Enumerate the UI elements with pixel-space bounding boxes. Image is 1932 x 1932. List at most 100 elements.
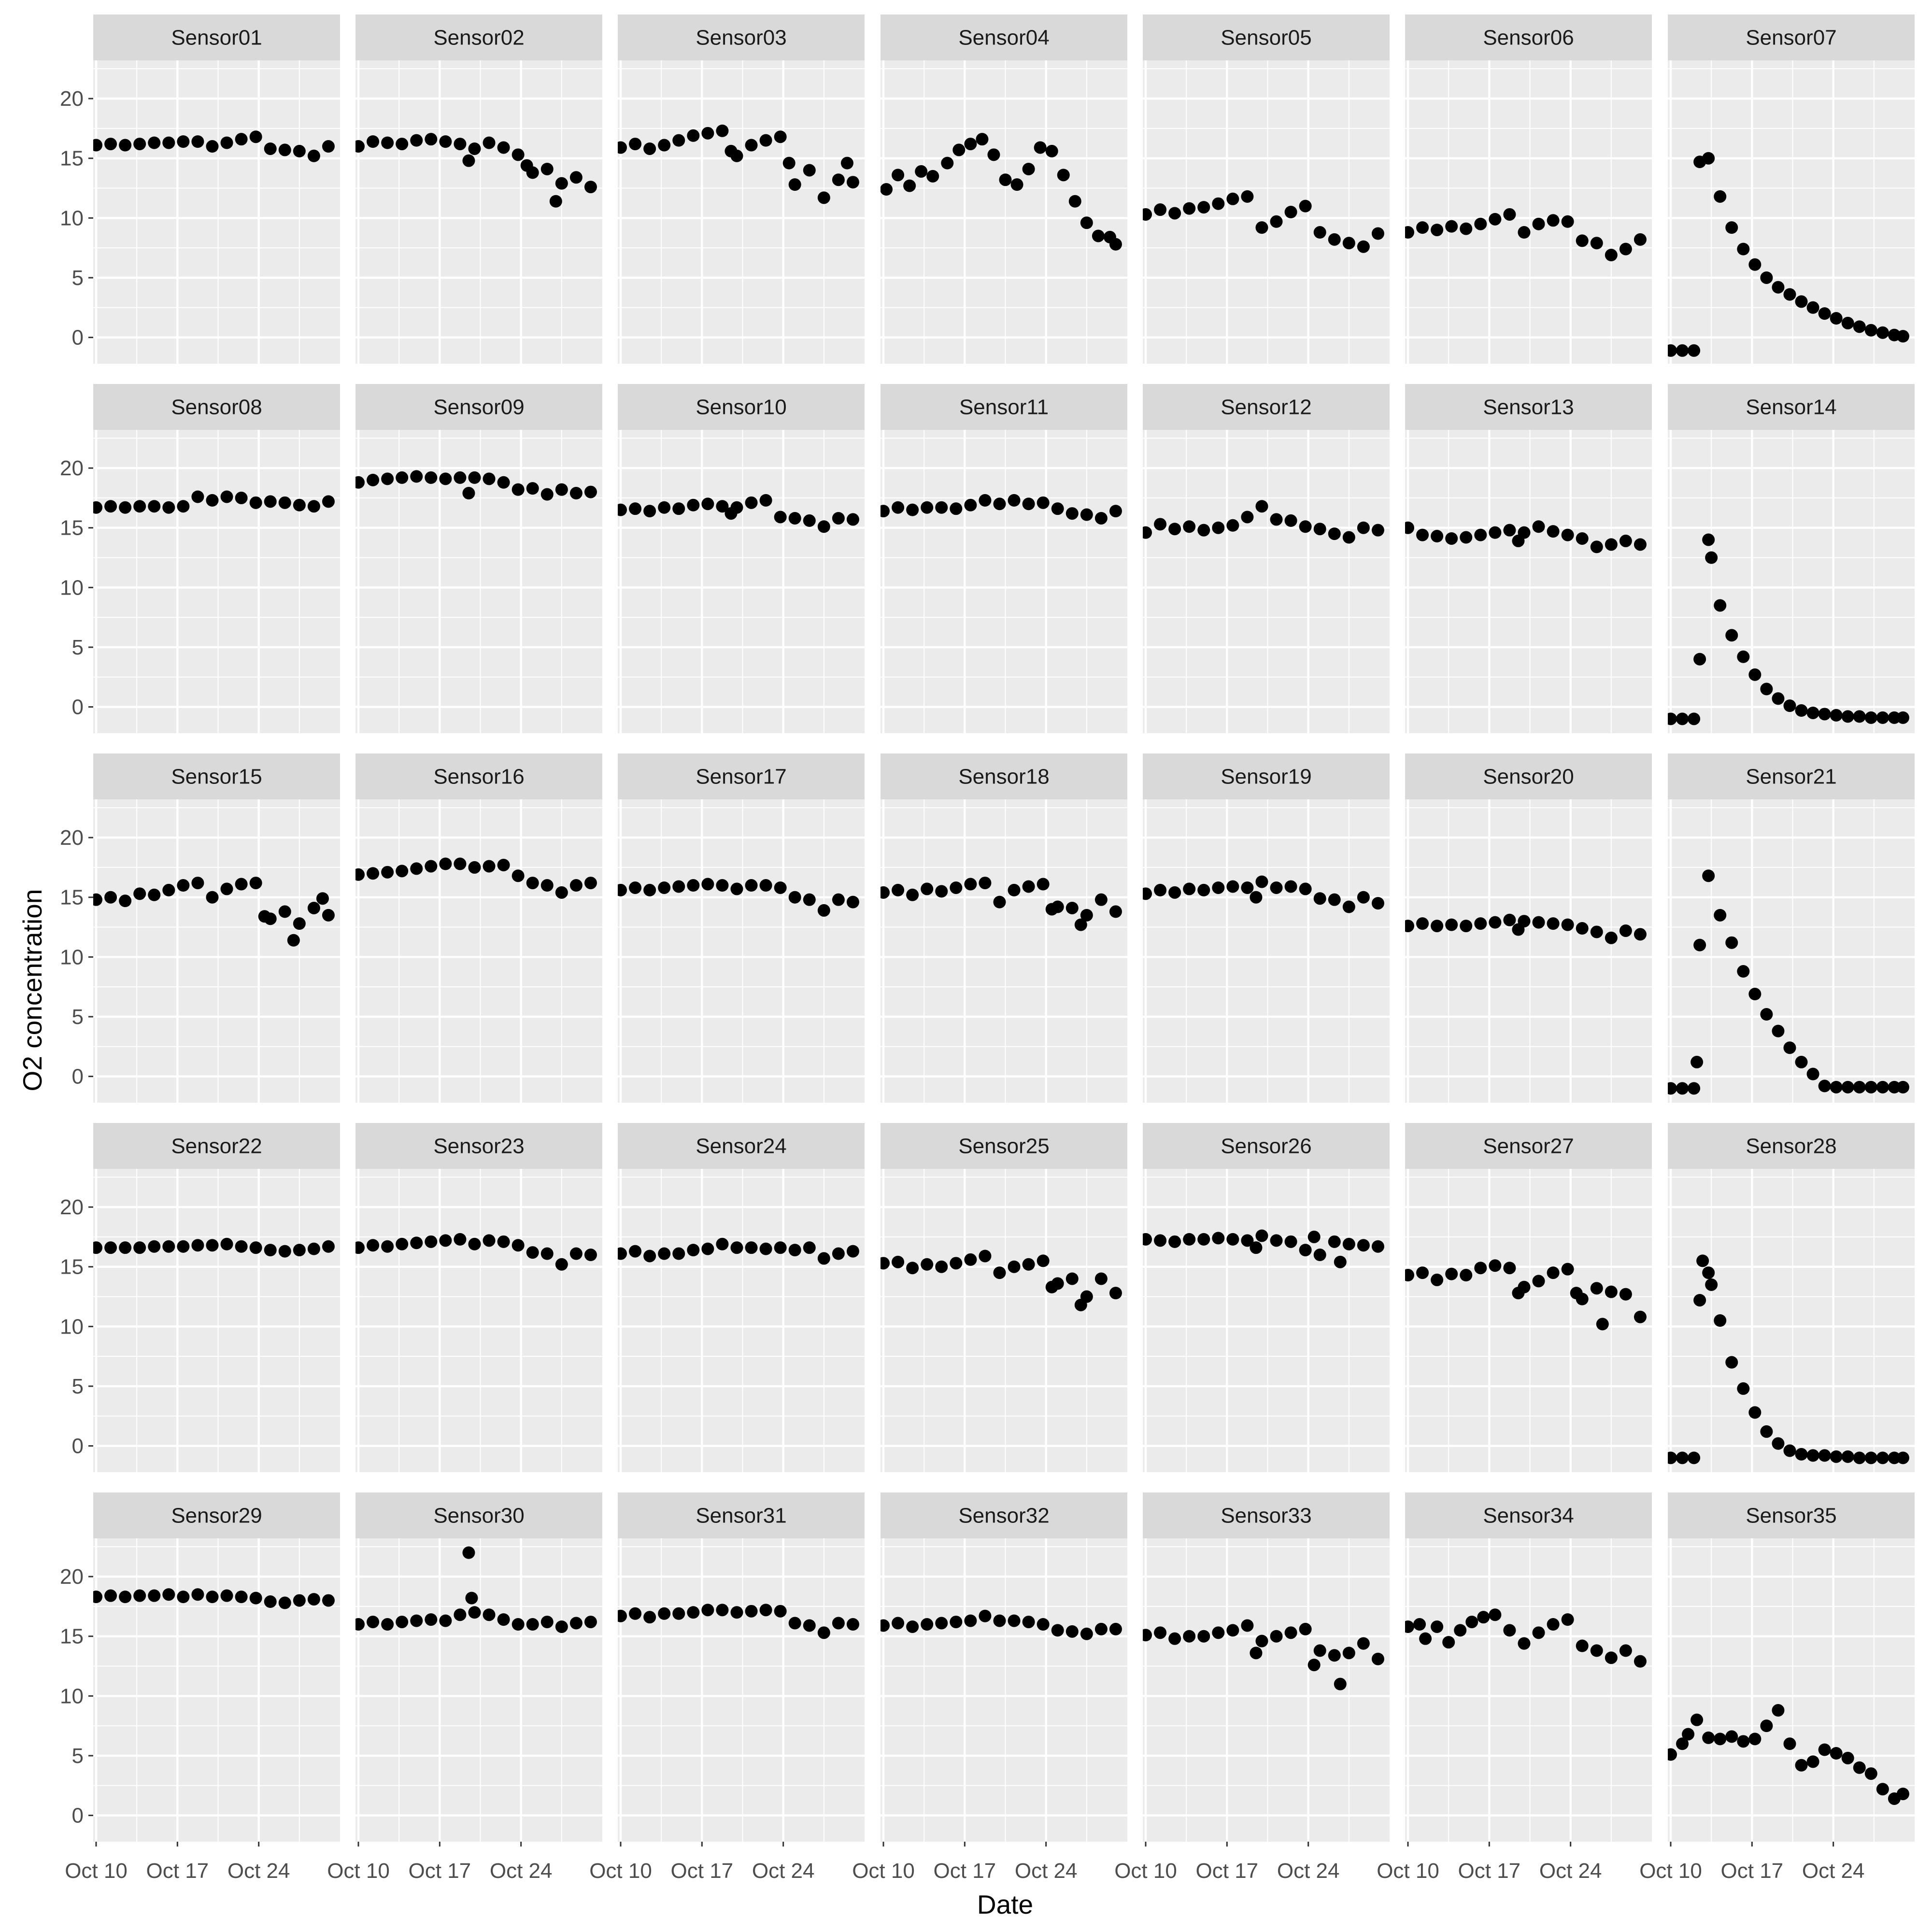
y-tick-label: 0: [72, 696, 84, 719]
data-point: [701, 497, 714, 511]
data-point: [1313, 892, 1326, 905]
facet-panel-Sensor05: Sensor05: [1143, 14, 1390, 364]
data-point: [832, 173, 845, 186]
series-points: [618, 878, 859, 917]
data-point: [1431, 920, 1444, 933]
panel-background: [1668, 60, 1915, 364]
data-point: [1676, 712, 1689, 725]
data-point: [1682, 1728, 1695, 1741]
data-point: [1888, 1080, 1901, 1094]
data-point: [1474, 528, 1487, 541]
data-point: [1442, 1636, 1455, 1649]
data-point: [1547, 1618, 1560, 1631]
data-point: [396, 1237, 409, 1250]
data-point: [162, 883, 175, 896]
data-point: [1094, 1272, 1108, 1285]
data-point: [716, 879, 729, 892]
facet-strip-label: Sensor27: [1483, 1135, 1574, 1158]
data-point: [658, 1607, 671, 1620]
data-point: [177, 500, 190, 513]
data-point: [1284, 1626, 1297, 1639]
data-point: [1772, 692, 1785, 705]
facet-panel-Sensor10: Sensor10: [618, 384, 865, 733]
panel-grid: [1668, 1169, 1915, 1472]
data-point: [468, 142, 481, 155]
series-points: [355, 470, 597, 501]
data-point: [1357, 1239, 1370, 1252]
series-points: [1668, 1254, 1909, 1464]
data-point: [987, 148, 1000, 161]
data-point: [979, 494, 992, 507]
y-tick-label: 20: [60, 87, 84, 111]
data-point: [1818, 1743, 1831, 1756]
panel-background: [93, 60, 340, 364]
data-point: [658, 1247, 671, 1260]
data-point: [355, 868, 365, 881]
data-point: [1357, 891, 1370, 904]
data-point: [881, 183, 893, 196]
data-point: [1818, 1449, 1831, 1462]
data-point: [293, 1594, 306, 1607]
data-point: [1080, 1627, 1093, 1640]
panel-background: [1668, 430, 1915, 733]
data-point: [410, 470, 423, 483]
data-point: [1693, 653, 1706, 666]
data-point: [1841, 316, 1854, 329]
data-point: [1576, 1293, 1589, 1306]
x-tick-label: Oct 10: [327, 1859, 390, 1883]
data-point: [964, 1253, 977, 1266]
data-point: [1460, 222, 1473, 235]
data-point: [1853, 1451, 1866, 1464]
data-point: [249, 130, 262, 143]
data-point: [1503, 208, 1516, 221]
data-point: [1045, 144, 1058, 157]
series-points: [1668, 533, 1909, 725]
data-point: [1818, 1080, 1831, 1093]
data-point: [618, 1609, 627, 1622]
data-point: [964, 498, 977, 511]
panel-grid: [355, 1538, 602, 1842]
panel-background: [881, 1169, 1127, 1472]
facet-panel-Sensor02: Sensor02: [355, 14, 602, 364]
series-points: [355, 1233, 597, 1271]
data-point: [1795, 1759, 1808, 1772]
y-axis: 0 5 10 15 20: [60, 1195, 93, 1458]
data-point: [1109, 505, 1122, 518]
data-point: [511, 483, 525, 496]
data-point: [1212, 1626, 1225, 1639]
data-point: [1454, 1624, 1467, 1637]
facet-panel-Sensor03: Sensor03: [618, 14, 865, 364]
series-points: [1668, 1704, 1909, 1805]
data-point: [993, 1614, 1006, 1627]
x-axis: Oct 10 Oct 17 Oct 24: [1377, 1842, 1602, 1883]
series-points: [618, 1237, 859, 1265]
data-point: [629, 502, 642, 515]
data-point: [287, 934, 300, 947]
data-point: [1183, 882, 1196, 895]
facet-strip: [1405, 753, 1652, 799]
data-point: [745, 1241, 758, 1254]
data-point: [643, 1611, 656, 1624]
data-point: [462, 154, 475, 167]
data-point: [1605, 931, 1618, 944]
data-point: [788, 1617, 801, 1630]
facet-panel-Sensor08: Sensor08: [93, 384, 340, 733]
data-point: [468, 1237, 481, 1250]
data-point: [1022, 1616, 1035, 1629]
data-point: [1057, 169, 1070, 182]
data-point: [926, 170, 939, 183]
data-point: [1284, 1235, 1297, 1248]
data-point: [1841, 1080, 1854, 1094]
data-point: [1896, 1080, 1909, 1094]
data-point: [1830, 1080, 1843, 1094]
data-point: [1668, 712, 1677, 725]
data-point: [1357, 1637, 1370, 1650]
data-point: [1795, 704, 1808, 717]
data-point: [235, 133, 248, 146]
data-point: [235, 878, 248, 891]
data-point: [745, 879, 758, 892]
data-point: [133, 500, 146, 513]
data-point: [206, 494, 219, 507]
data-point: [1299, 1622, 1312, 1635]
data-point: [454, 1233, 467, 1246]
